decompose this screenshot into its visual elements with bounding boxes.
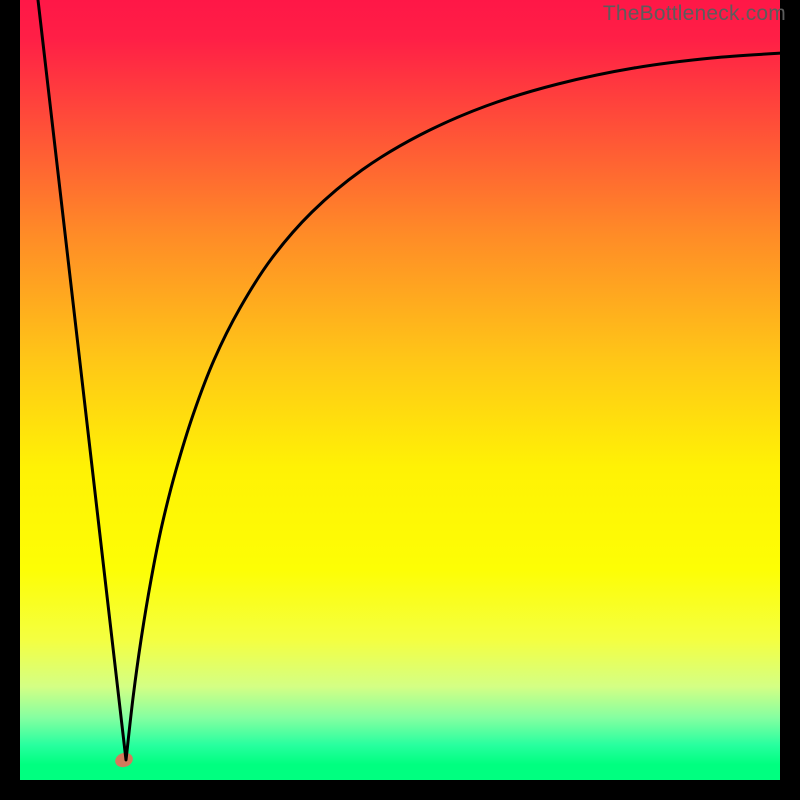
axis-frame-right (780, 0, 800, 800)
chart-container: TheBottleneck.com (0, 0, 800, 800)
axis-frame-bottom (0, 780, 800, 800)
chart-background (20, 0, 780, 780)
bottleneck-curve-chart (0, 0, 800, 800)
axis-frame-left (0, 0, 20, 800)
